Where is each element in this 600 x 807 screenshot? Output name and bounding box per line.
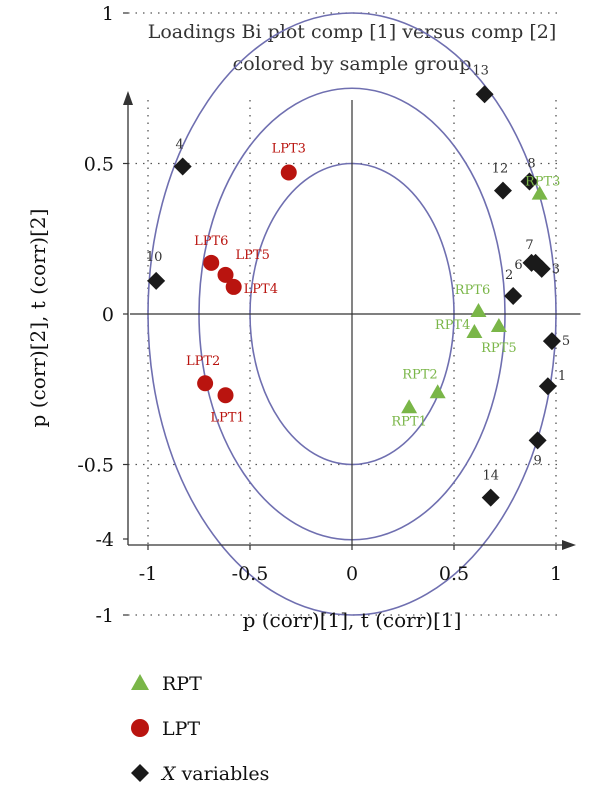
y-axis-label: p (corr)[2], t (corr)[2] [26, 209, 50, 428]
y-tick-label: 0 [102, 304, 114, 326]
rpt-point [429, 384, 446, 399]
x-variable-point [538, 377, 557, 396]
legend-circle-marker [131, 719, 149, 737]
lpt-point [197, 375, 214, 392]
lpt-point [225, 278, 242, 295]
rpt-point [531, 185, 548, 200]
point-label: RPT4 [435, 318, 470, 333]
chart-title: Loadings Bi plot comp [1] versus comp [2… [148, 21, 557, 43]
rpt-point [490, 318, 507, 333]
point-label: 8 [527, 157, 535, 172]
y-tick-label: -1 [95, 605, 114, 627]
x-variable-point [522, 253, 541, 272]
x-variable-point [504, 286, 523, 305]
x-axis-arrow [562, 540, 576, 550]
rpt-point [470, 302, 487, 317]
legend-label: LPT [162, 718, 200, 740]
lpt-point [217, 387, 234, 404]
point-label: LPT1 [210, 410, 244, 425]
x-variable-point [520, 172, 539, 191]
legend-triangle-marker [131, 674, 149, 690]
tick-labels: -1 -0.5 0 0.5 1 1 0.5 0 -0.5 -1 -4 [77, 3, 562, 627]
x-variable-point [528, 431, 547, 450]
point-label: 1 [558, 369, 566, 384]
y-tick-label: 0.5 [84, 154, 114, 176]
point-label: 14 [482, 469, 499, 484]
point-label: 7 [525, 238, 533, 253]
grid-lines [128, 12, 560, 616]
x-tick-label: -1 [139, 563, 158, 585]
axes [123, 91, 581, 550]
x-variable-point [493, 181, 512, 200]
point-label: RPT2 [402, 367, 437, 382]
point-label: 10 [146, 250, 163, 265]
point-label: LPT6 [194, 234, 228, 249]
y-tick-label: 1 [102, 3, 114, 25]
point-label: RPT3 [525, 175, 560, 190]
point-label: 5 [562, 334, 570, 349]
legend-label: RPT [162, 673, 202, 695]
x-tick-label: 1 [550, 563, 562, 585]
data-points [147, 85, 561, 507]
chart-subtitle: colored by sample group [233, 53, 472, 75]
legend: RPT LPT X variables [131, 673, 269, 785]
point-label: 13 [472, 63, 489, 78]
x-variable-point [147, 271, 166, 290]
x-tick-label: 0 [346, 563, 358, 585]
point-labels: RPT1 RPT2 RPT3 RPT4 RPT5 RPT6 LPT1 LPT2 LPT3 LPT4… [146, 63, 570, 483]
rpt-point [401, 399, 418, 414]
lpt-point [280, 164, 297, 181]
point-label: LPT3 [272, 142, 306, 157]
point-label: LPT4 [244, 282, 278, 297]
point-label: 3 [552, 262, 560, 277]
point-label: 9 [533, 453, 541, 468]
point-label: 6 [514, 258, 522, 273]
x-tick-label: 0.5 [439, 563, 469, 585]
x-variable-point [173, 157, 192, 176]
y-tick-label: -4 [95, 529, 114, 551]
x-variable-point [481, 488, 500, 507]
x-variable-point [542, 332, 561, 351]
point-label: RPT1 [391, 414, 426, 429]
point-label: 2 [505, 268, 513, 283]
point-label: LPT2 [186, 354, 220, 369]
point-label: LPT5 [236, 248, 270, 263]
lpt-point [203, 254, 220, 271]
legend-label: X variables [160, 763, 269, 785]
lpt-point [217, 266, 234, 283]
point-label: RPT6 [455, 283, 490, 298]
y-axis-arrow [123, 91, 133, 105]
x-tick-label: -0.5 [232, 563, 269, 585]
rpt-point [466, 324, 483, 339]
legend-diamond-marker [131, 764, 149, 782]
y-tick-label: -0.5 [77, 455, 114, 477]
point-label: 4 [176, 138, 184, 153]
x-axis-label: p (corr)[1], t (corr)[1] [243, 608, 462, 632]
x-variable-point [475, 85, 494, 104]
point-label: RPT5 [481, 341, 516, 356]
point-label: 12 [492, 162, 509, 177]
